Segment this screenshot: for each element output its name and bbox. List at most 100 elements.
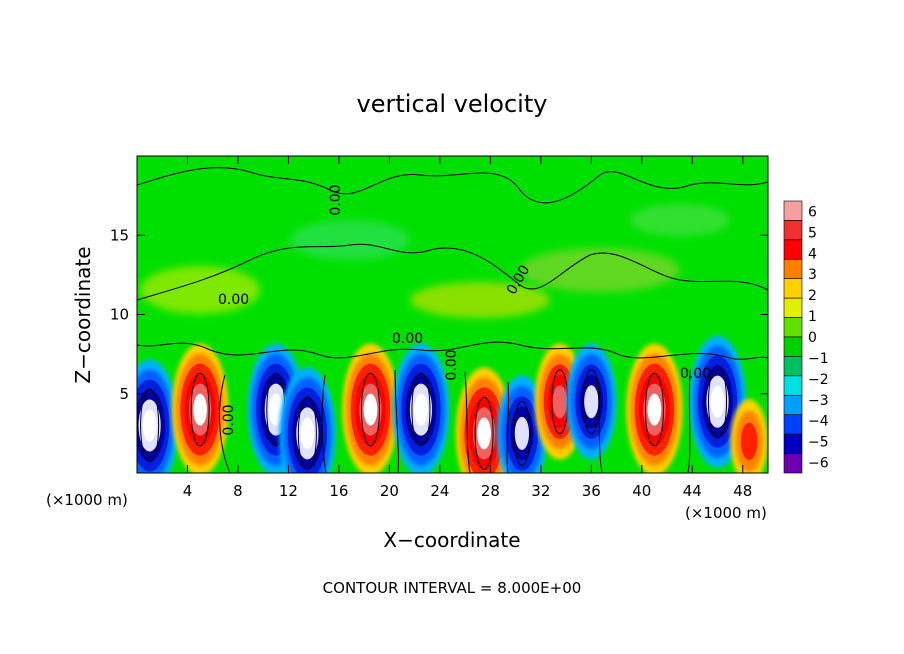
- colorbar-swatch: [783, 375, 803, 396]
- colorbar-swatch: [783, 220, 803, 241]
- colorbar-swatch: [783, 278, 803, 299]
- x-tick-label: 20: [380, 482, 399, 500]
- cell-band: [268, 393, 283, 426]
- updraft-cell: [342, 343, 399, 473]
- light-patch: [520, 248, 680, 292]
- colorbar-swatch: [783, 297, 803, 318]
- colorbar-swatch: [783, 433, 803, 454]
- cell-band: [647, 393, 662, 426]
- colorbar-swatch: [783, 200, 803, 221]
- zero-contour: [137, 341, 768, 360]
- contour-label: 0.00: [221, 404, 237, 435]
- velocity-cells: [137, 335, 768, 473]
- cell-band: [477, 417, 491, 450]
- cell-band: [584, 385, 599, 419]
- downdraft-cell: [496, 375, 547, 473]
- zero-contour: [137, 243, 768, 301]
- colorbar-swatch: [783, 258, 803, 280]
- x-unit-right: (×1000 m): [685, 504, 767, 522]
- zero-contour: [394, 369, 399, 473]
- colorbar-tick-label: 4: [808, 246, 817, 262]
- x-unit-left: (×1000 m): [46, 491, 128, 509]
- contour-label: 0.00: [392, 331, 423, 347]
- cell-band: [363, 393, 378, 426]
- contour-label: 0.00: [328, 184, 344, 215]
- zero-contour: [687, 369, 691, 473]
- plot-area: 0.00 0.00 0.00 0.00 0.00 0.00 0.00: [137, 156, 768, 473]
- cell-band: [193, 393, 207, 426]
- cell-band: [142, 409, 157, 442]
- colorbar-tick-label: −5: [808, 435, 829, 451]
- y-tick-label: 10: [110, 306, 129, 324]
- colorbar-tick-label: 5: [808, 225, 817, 241]
- colorbar-tick-label: 0: [808, 330, 817, 346]
- colorbar-swatch: [783, 239, 803, 260]
- colorbar-swatch: [783, 414, 803, 435]
- y-axis-label: Z−coordinate: [71, 246, 95, 383]
- zero-contour: [137, 167, 768, 204]
- downdraft-cell: [137, 359, 178, 473]
- colorbar-tick-label: 1: [808, 309, 817, 325]
- colorbar-tick-label: −3: [808, 393, 829, 409]
- updraft-cell: [730, 399, 768, 473]
- cell-contour: [360, 372, 380, 447]
- contour-interval-footer: CONTOUR INTERVAL = 8.000E+00: [323, 579, 582, 597]
- downdraft-cell: [392, 343, 450, 473]
- light-patch: [410, 282, 550, 318]
- x-axis-ticks: 4 8 12 16 20 24 28 32 36 40 44 48: [183, 156, 752, 500]
- chart-title: vertical velocity: [357, 90, 548, 118]
- light-patch: [290, 220, 410, 260]
- upper-shading: [140, 204, 730, 318]
- cell-contour: [582, 369, 600, 435]
- x-tick-label: 4: [183, 482, 193, 500]
- cell-band: [514, 416, 530, 450]
- x-tick-label: 24: [430, 482, 449, 500]
- zero-contour: [464, 371, 471, 473]
- x-tick-label: 28: [481, 482, 500, 500]
- colorbar-swatch: [783, 336, 803, 357]
- x-tick-label: 40: [632, 482, 651, 500]
- cell-contour: [707, 364, 728, 439]
- colorbar-tick-label: 2: [808, 288, 817, 304]
- colorbar-swatch: [783, 453, 803, 474]
- x-tick-label: 8: [233, 482, 243, 500]
- light-patch: [630, 204, 730, 236]
- y-tick-label: 5: [119, 385, 129, 403]
- x-tick-label: 16: [329, 482, 348, 500]
- updraft-cell: [626, 343, 683, 473]
- cell-band: [740, 422, 758, 460]
- contour-label: 0.00: [444, 349, 460, 380]
- colorbar-tick-label: 6: [808, 204, 817, 220]
- colorbar-swatch: [783, 356, 803, 377]
- contour-label: 0.00: [680, 366, 711, 382]
- cell-band: [552, 385, 567, 419]
- cell-contour: [140, 388, 160, 463]
- x-axis-label: X−coordinate: [383, 528, 520, 552]
- zero-contour: [506, 381, 509, 473]
- contour-label: 0.00: [218, 292, 249, 308]
- y-tick-label: 15: [110, 226, 129, 244]
- colorbar-swatch: [783, 394, 803, 416]
- updraft-cell: [171, 343, 229, 473]
- cell-contour: [190, 372, 210, 447]
- cell-contour: [474, 396, 494, 471]
- cell-band: [300, 417, 315, 450]
- cell-contour: [644, 372, 664, 447]
- colorbar-tick-label: −6: [808, 456, 829, 472]
- zero-contour: [597, 377, 603, 473]
- downdraft-cell: [279, 367, 336, 473]
- x-tick-label: 12: [279, 482, 298, 500]
- x-tick-label: 44: [683, 482, 702, 500]
- zero-contour: [321, 374, 327, 473]
- colorbar-tick-label: −2: [808, 372, 829, 388]
- cell-band: [710, 385, 725, 418]
- light-patch: [140, 266, 260, 314]
- x-tick-label: 48: [733, 482, 752, 500]
- x-tick-label: 36: [582, 482, 601, 500]
- cell-band: [414, 393, 428, 426]
- x-tick-label: 32: [531, 482, 550, 500]
- colorbar-swatch: [783, 317, 803, 338]
- colorbar-tick-label: 3: [808, 267, 817, 283]
- downdraft-cell: [566, 343, 617, 460]
